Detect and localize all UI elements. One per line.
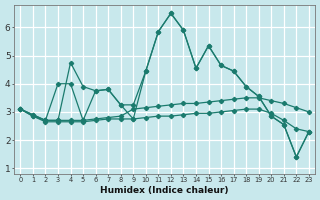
X-axis label: Humidex (Indice chaleur): Humidex (Indice chaleur) xyxy=(100,186,229,195)
